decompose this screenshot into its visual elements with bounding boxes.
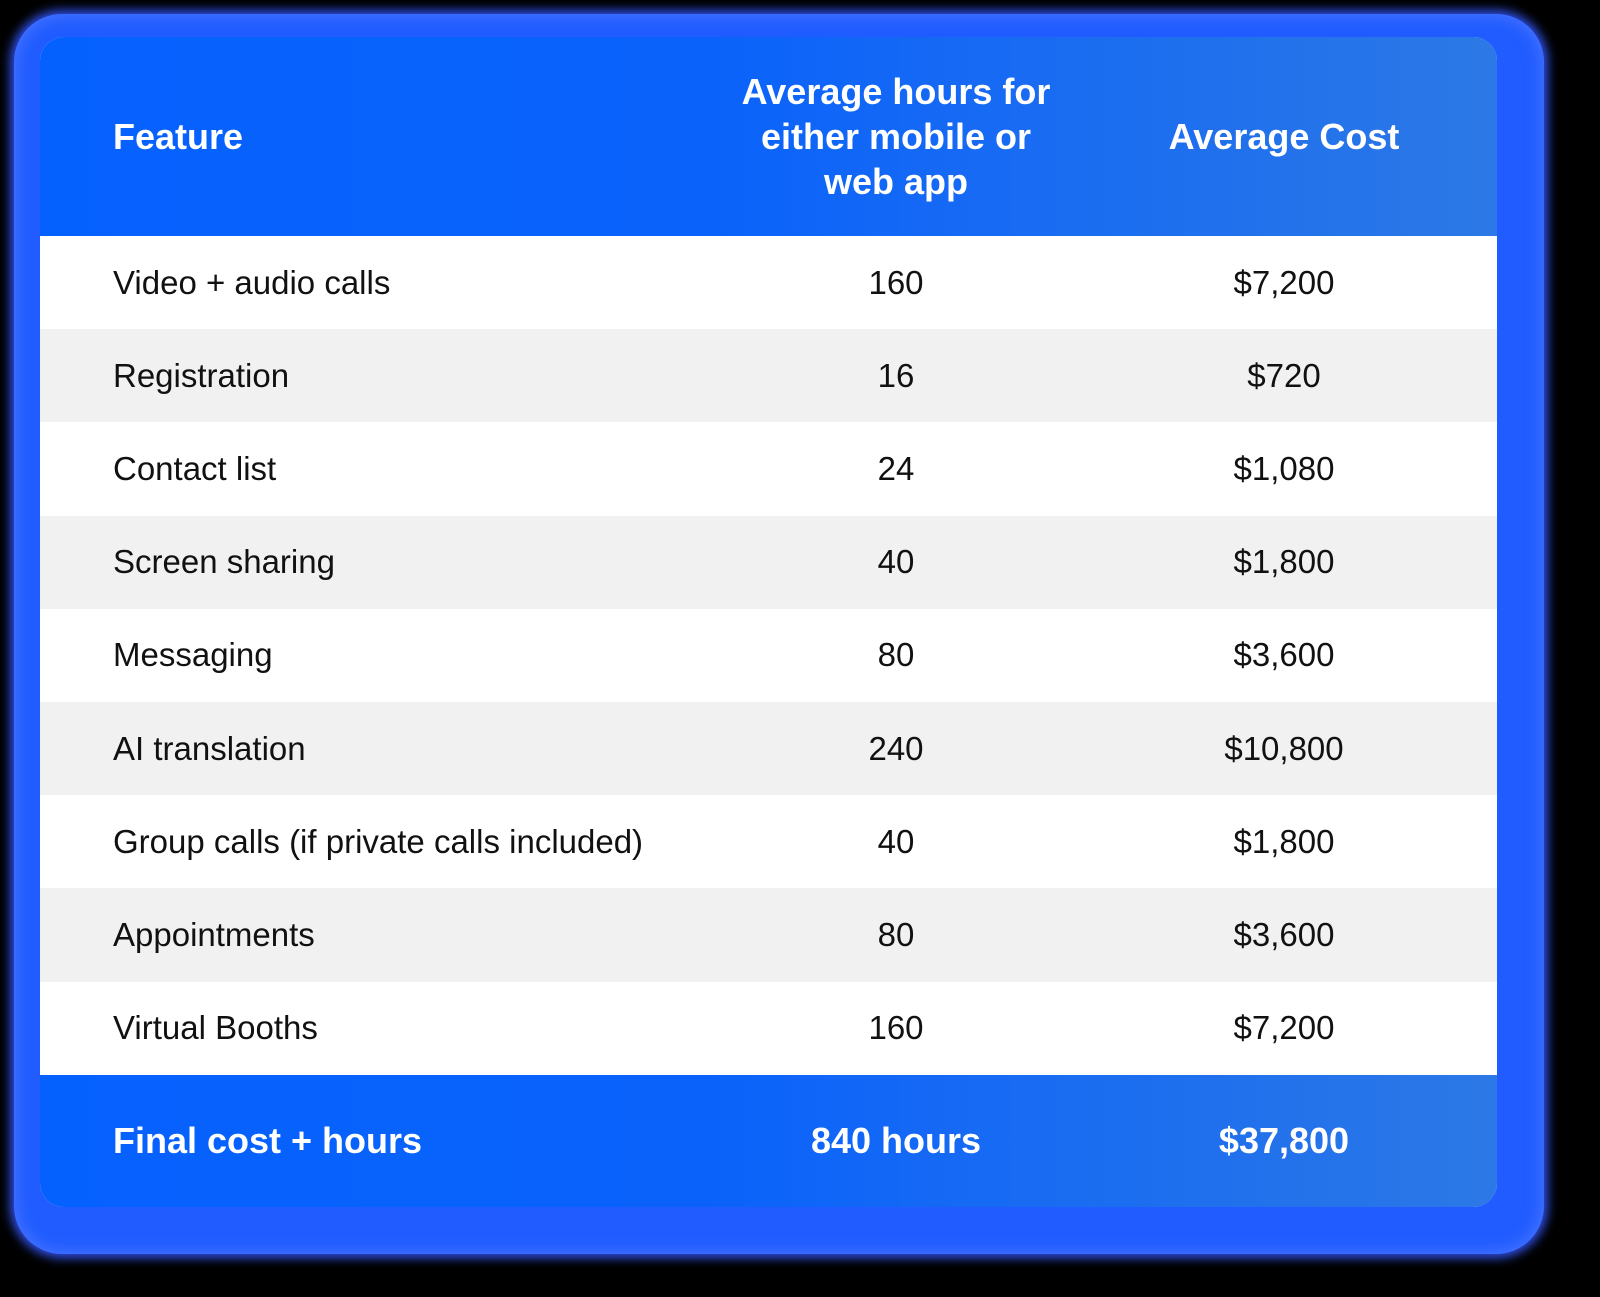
feature-cell: AI translation	[113, 729, 306, 767]
footer-cost: $37,800	[1218, 1120, 1350, 1161]
table-header: Feature Average hours for either mobile …	[40, 37, 1497, 236]
cost-cell: $1,800	[1233, 822, 1335, 860]
hours-cell: 24	[877, 449, 915, 487]
feature-cell: Group calls (if private calls included)	[113, 822, 644, 860]
table-body: Video + audio calls 160 $7,200 Registrat…	[40, 236, 1497, 1075]
feature-cell: Virtual Booths	[113, 1009, 318, 1047]
cost-cell: $7,200	[1233, 1009, 1335, 1047]
table-row: Virtual Booths 160 $7,200	[40, 981, 1497, 1075]
header-cost: Average Cost	[1168, 116, 1400, 157]
feature-cell: Messaging	[113, 636, 273, 674]
cost-cell: $7,200	[1233, 263, 1335, 301]
feature-cell: Screen sharing	[113, 543, 335, 581]
cost-cell: $3,600	[1233, 636, 1335, 674]
header-hours: Average hours for either mobile or web a…	[741, 71, 1051, 202]
table-footer: Final cost + hours 840 hours $37,800	[40, 1075, 1497, 1207]
cost-table: Feature Average hours for either mobile …	[40, 37, 1497, 1207]
hours-cell: 40	[877, 822, 915, 860]
table-row: Appointments 80 $3,600	[40, 888, 1497, 982]
table-row: Registration 16 $720	[40, 329, 1497, 423]
feature-cell: Registration	[113, 356, 290, 394]
table-row: Messaging 80 $3,600	[40, 608, 1497, 702]
table-row: Screen sharing 40 $1,800	[40, 515, 1497, 609]
table-row: Video + audio calls 160 $7,200	[40, 236, 1497, 330]
table-row: Group calls (if private calls included) …	[40, 795, 1497, 889]
hours-cell: 240	[868, 729, 924, 767]
hours-cell: 16	[877, 356, 915, 394]
cost-cell: $1,080	[1233, 449, 1335, 487]
footer-hours: 840 hours	[810, 1120, 982, 1161]
cost-cell: $720	[1247, 356, 1321, 394]
feature-cell: Appointments	[113, 915, 315, 953]
hours-cell: 80	[877, 915, 915, 953]
hours-cell: 40	[877, 543, 915, 581]
hours-cell: 160	[868, 263, 924, 301]
footer-label: Final cost + hours	[113, 1120, 423, 1161]
hours-cell: 160	[868, 1009, 924, 1047]
feature-cell: Video + audio calls	[113, 263, 391, 301]
hours-cell: 80	[877, 636, 915, 674]
cost-cell: $3,600	[1233, 915, 1335, 953]
cost-cell: $1,800	[1233, 543, 1335, 581]
table-row: AI translation 240 $10,800	[40, 701, 1497, 796]
header-feature: Feature	[113, 116, 244, 157]
cost-cell: $10,800	[1224, 729, 1344, 767]
feature-cell: Contact list	[113, 449, 277, 487]
table-row: Contact list 24 $1,080	[40, 422, 1497, 516]
